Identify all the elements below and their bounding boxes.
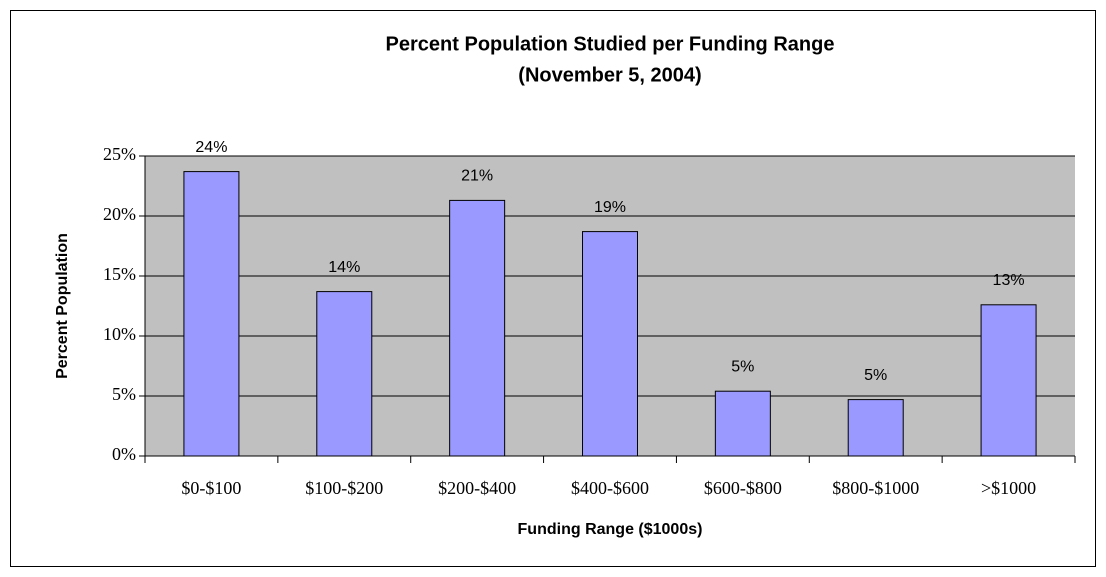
chart-subtitle: (November 5, 2004)	[518, 64, 701, 86]
data-label: 5%	[731, 358, 754, 375]
data-label: 14%	[328, 259, 360, 276]
x-tick-label: >$1000	[981, 478, 1036, 498]
data-label: 13%	[993, 272, 1025, 289]
bar	[183, 171, 240, 457]
y-tick-label: 20%	[103, 204, 136, 224]
data-label: 19%	[594, 199, 626, 216]
x-tick-label: $100-$200	[305, 478, 383, 498]
chart-title: Percent Population Studied per Funding R…	[386, 33, 835, 55]
x-tick-label: $400-$600	[571, 478, 649, 498]
x-tick-label: $0-$100	[181, 478, 241, 498]
bar	[714, 390, 771, 457]
x-axis-label: Funding Range ($1000s)	[518, 521, 703, 538]
bar	[316, 291, 373, 457]
bar	[847, 399, 904, 457]
y-tick-label: 10%	[103, 324, 136, 344]
x-tick-label: $200-$400	[438, 478, 516, 498]
y-tick-label: 0%	[112, 444, 136, 464]
data-label: 5%	[864, 367, 887, 384]
y-axis-label: Percent Population	[54, 233, 71, 379]
x-tick-label: $800-$1000	[832, 478, 919, 498]
bar	[449, 199, 506, 457]
bar	[582, 231, 638, 457]
y-tick-label: 5%	[112, 384, 136, 404]
y-tick-label: 15%	[103, 264, 136, 284]
x-tick-label: $600-$800	[704, 478, 782, 498]
data-label: 21%	[461, 168, 493, 185]
data-label: 24%	[195, 139, 227, 156]
y-tick-label: 25%	[103, 144, 136, 164]
bar	[980, 304, 1037, 457]
